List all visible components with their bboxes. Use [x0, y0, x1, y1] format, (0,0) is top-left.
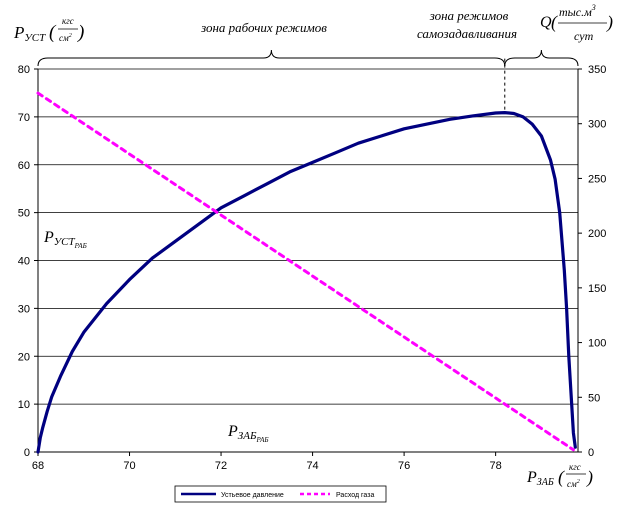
x-unit-den-exp: 2 — [577, 479, 580, 485]
x-label-sub: ЗАБ — [537, 477, 554, 488]
svg-text:PЗАБ: PЗАБ — [526, 469, 554, 488]
y-right-tick-label-2: 100 — [588, 338, 606, 350]
legend-label-series-1: Расход газа — [336, 492, 374, 499]
svg-text:(: ( — [551, 12, 558, 33]
y-right-label-main: Q — [540, 14, 552, 31]
x-tick-label-0: 68 — [32, 460, 44, 472]
x-label-main: P — [526, 469, 537, 486]
y-left-tick-labels: 0 10 20 30 40 50 60 70 80 — [18, 64, 30, 459]
svg-text:тыс.м3: тыс.м3 — [559, 3, 596, 19]
svg-text:): ) — [606, 12, 613, 33]
x-tick-label-1: 70 — [123, 460, 135, 472]
y-left-unit-num: кгс — [62, 16, 74, 26]
p-zab-rab-label: PЗАБРАБ — [227, 423, 269, 444]
p-zab-rab-main: P — [227, 423, 238, 440]
p-zab-rab-sub: ЗАБ — [238, 430, 257, 442]
p-ust-rab-sub: УСТ — [54, 236, 76, 248]
zone-braces — [37, 49, 579, 110]
y-left-tick-label-6: 60 — [18, 160, 30, 172]
p-ust-rab-label: PУСТРАБ — [43, 229, 87, 250]
x-tick-labels: 68 70 72 74 76 78 — [32, 460, 502, 472]
legend: Устьевое давление Расход газа — [174, 485, 387, 503]
y-right-tick-label-3: 150 — [588, 283, 606, 295]
grid-lines — [38, 68, 578, 405]
y-right-tick-labels: 0 50 100 150 200 250 300 350 — [588, 64, 606, 459]
y-right-tick-label-5: 250 — [588, 173, 606, 185]
y-left-tick-label-2: 20 — [18, 351, 30, 363]
svg-text:PУСТ: PУСТ — [13, 23, 46, 44]
y-left-tick-label-8: 80 — [18, 64, 30, 76]
p-ust-rab-main: P — [43, 229, 54, 246]
axes — [34, 68, 582, 456]
svg-text:см2: см2 — [59, 33, 72, 43]
x-tick-label-5: 78 — [490, 460, 502, 472]
x-tick-label-3: 74 — [306, 460, 318, 472]
y-left-tick-label-4: 40 — [18, 256, 30, 268]
y-left-tick-label-1: 10 — [18, 399, 30, 411]
y-left-label-main: P — [13, 23, 24, 42]
y-left-tick-label-0: 0 — [24, 447, 30, 459]
zone-self-brace — [504, 49, 579, 67]
legend-box — [174, 485, 387, 503]
x-unit-den: см — [567, 479, 577, 489]
x-axis-label: PЗАБ ( кгс см2 ) — [526, 462, 593, 489]
zone-work-brace — [37, 49, 506, 67]
y-left-label-sub: УСТ — [24, 32, 46, 44]
y-right-tick-label-1: 50 — [588, 392, 600, 404]
y-right-unit-num-exp: 3 — [591, 3, 596, 12]
p-zab-rab-subsub: РАБ — [255, 436, 268, 444]
y-right-axis-label: Q ( тыс.м3 сут ) — [540, 3, 613, 43]
x-tick-label-2: 72 — [215, 460, 227, 472]
y-right-tick-label-6: 300 — [588, 119, 606, 131]
x-tick-label-4: 76 — [398, 460, 410, 472]
y-right-unit-den: сут — [574, 29, 594, 43]
series-line-1 — [36, 91, 575, 452]
y-left-tick-label-5: 50 — [18, 208, 30, 220]
y-right-tick-label-0: 0 — [588, 447, 594, 459]
y-right-unit-num: тыс.м — [559, 5, 592, 19]
series-group — [36, 91, 577, 454]
y-right-tick-label-4: 200 — [588, 228, 606, 240]
svg-text:см2: см2 — [567, 479, 580, 489]
y-left-unit-den: см — [59, 33, 69, 43]
series-line-0 — [36, 110, 577, 454]
svg-text:): ) — [77, 22, 84, 43]
zone-self-label-line1: зона режимов — [429, 8, 509, 23]
y-right-tick-label-7: 350 — [588, 64, 606, 76]
y-left-tick-label-3: 30 — [18, 303, 30, 315]
zone-self-label-line2: самозадавливания — [417, 26, 517, 41]
y-left-unit-den-exp: 2 — [69, 33, 72, 39]
zone-work-label: зона рабочих режимов — [200, 20, 327, 35]
p-ust-rab-subsub: РАБ — [74, 242, 87, 250]
svg-text:): ) — [586, 467, 593, 488]
svg-text:(: ( — [558, 467, 565, 488]
y-left-axis-label: PУСТ ( кгс см2 ) — [13, 16, 84, 44]
legend-label-series-0: Устьевое давление — [221, 492, 284, 499]
svg-text:(: ( — [49, 22, 57, 43]
x-unit-num: кгс — [569, 462, 581, 472]
y-left-tick-label-7: 70 — [18, 112, 30, 124]
